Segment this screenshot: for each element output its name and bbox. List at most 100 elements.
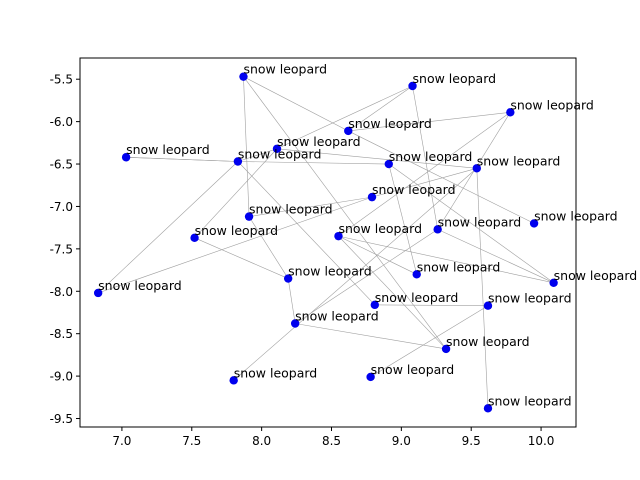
edge-line <box>374 304 488 306</box>
edge-line <box>348 111 511 132</box>
point-label: snow leopard <box>417 259 501 274</box>
x-tick-label: 8.0 <box>252 434 271 448</box>
point-label: snow leopard <box>372 182 456 197</box>
edge-line <box>338 235 554 284</box>
y-tick-label: -6.5 <box>50 158 73 172</box>
edge-line <box>126 156 238 162</box>
edge-line <box>371 167 477 198</box>
edge-line <box>233 168 477 381</box>
x-tick-label: 7.0 <box>112 434 131 448</box>
x-tick-label: 9.0 <box>392 434 411 448</box>
point-label: snow leopard <box>554 268 638 283</box>
data-point <box>366 372 375 382</box>
point-label: snow leopard <box>446 334 530 349</box>
edge-line <box>194 237 289 279</box>
data-point <box>121 153 131 162</box>
y-tick-label: -5.5 <box>50 73 73 87</box>
y-tick-label: -8.5 <box>50 327 73 341</box>
edge-line <box>243 76 349 132</box>
data-point <box>334 231 343 241</box>
edge-line <box>295 323 447 350</box>
point-label: snow leopard <box>348 116 432 131</box>
point-label: snow leopard <box>488 291 572 306</box>
edge-line <box>338 235 417 275</box>
edge-line <box>237 161 376 306</box>
point-label: snow leopard <box>249 202 333 217</box>
data-point <box>283 274 293 283</box>
data-point <box>441 344 451 354</box>
data-point <box>190 233 199 243</box>
data-point <box>472 164 481 173</box>
edge-line <box>97 161 239 294</box>
data-point <box>272 144 282 153</box>
edge-line <box>243 76 447 350</box>
plot-frame <box>79 57 577 428</box>
point-label: snow leopard <box>371 362 455 377</box>
edge-line <box>437 229 554 284</box>
x-tick-label: 9.5 <box>462 434 481 448</box>
edge-line <box>237 148 278 162</box>
point-label: snow leopard <box>338 221 422 236</box>
edge-line <box>98 196 373 294</box>
point-label: snow leopard <box>413 71 497 86</box>
edge-line <box>476 168 489 409</box>
data-point <box>529 219 539 228</box>
edge-line <box>287 278 296 324</box>
edge-line <box>348 85 413 132</box>
y-tick-label: -9.0 <box>50 370 73 384</box>
data-point <box>412 270 421 279</box>
data-point <box>506 108 515 117</box>
edge-line <box>276 85 413 150</box>
point-label: snow leopard <box>288 264 372 279</box>
point-label: snow leopard <box>389 149 473 164</box>
edge-line <box>249 196 373 217</box>
data-point <box>408 81 417 91</box>
edge-line <box>348 130 535 224</box>
point-label: snow leopard <box>238 146 322 161</box>
point-label: snow leopard <box>295 309 379 324</box>
y-tick-label: -8.0 <box>50 285 73 299</box>
edge-line <box>338 235 447 350</box>
data-point <box>244 212 254 221</box>
edge-line <box>338 112 511 237</box>
data-point <box>384 159 393 169</box>
point-label: snow leopard <box>438 214 522 229</box>
point-label: snow leopard <box>488 393 572 408</box>
point-label: snow leopard <box>277 134 361 149</box>
edge-line <box>194 148 278 239</box>
point-label: snow leopard <box>98 278 182 293</box>
edge-line <box>388 163 418 275</box>
data-point <box>433 225 442 234</box>
data-point <box>483 301 493 310</box>
points-layer <box>93 72 558 413</box>
point-label: snow leopard <box>477 153 561 168</box>
data-point <box>483 404 493 413</box>
data-point <box>290 319 300 328</box>
edge-line <box>412 85 438 230</box>
point-label: snow leopard <box>510 97 594 112</box>
y-axis: -5.5 -6.0 -6.5 -7.0 -7.5 -8.0 -8.5 -9.0 -9.5 <box>50 73 80 426</box>
edge-line <box>295 229 438 324</box>
y-tick-label: -7.0 <box>50 200 73 214</box>
point-label: snow leopard <box>195 223 279 238</box>
x-axis: 7.0 7.5 8.0 8.5 9.0 9.5 10.0 <box>112 427 554 448</box>
point-label: snow leopard <box>243 62 327 77</box>
edges-layer <box>97 76 554 409</box>
edge-line <box>243 76 250 217</box>
data-point <box>370 300 380 310</box>
data-point <box>93 288 103 298</box>
y-tick-label: -7.5 <box>50 242 73 256</box>
data-point <box>239 72 248 81</box>
point-label: snow leopard <box>234 365 318 380</box>
data-point <box>367 192 377 202</box>
x-tick-label: 7.5 <box>182 434 201 448</box>
edge-line <box>248 216 289 279</box>
y-tick-label: -9.5 <box>50 412 73 426</box>
edge-line <box>237 161 389 165</box>
data-point <box>229 376 238 385</box>
x-tick-label: 10.0 <box>528 434 555 448</box>
edge-line <box>276 148 477 169</box>
